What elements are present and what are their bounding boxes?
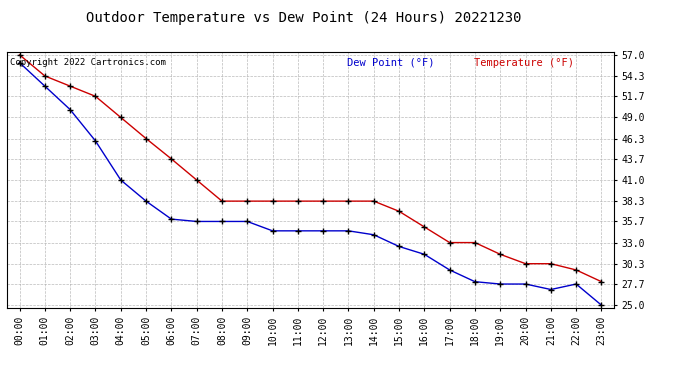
Text: Copyright 2022 Cartronics.com: Copyright 2022 Cartronics.com bbox=[10, 58, 166, 67]
Text: Temperature (°F): Temperature (°F) bbox=[475, 58, 575, 68]
Text: Outdoor Temperature vs Dew Point (24 Hours) 20221230: Outdoor Temperature vs Dew Point (24 Hou… bbox=[86, 11, 522, 25]
Text: Dew Point (°F): Dew Point (°F) bbox=[347, 58, 435, 68]
